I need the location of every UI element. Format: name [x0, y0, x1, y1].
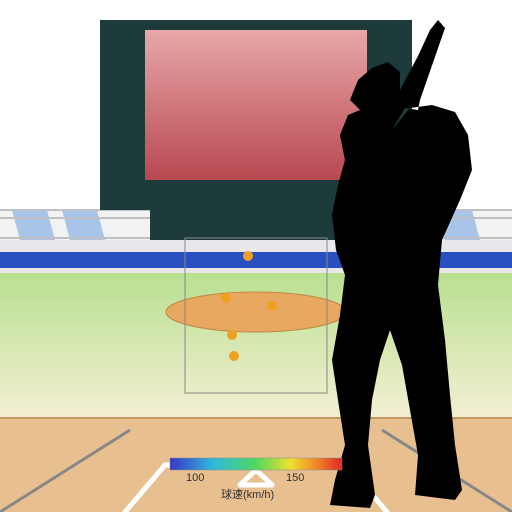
colorbar-tick: 100	[186, 472, 204, 484]
colorbar-tick: 150	[286, 472, 304, 484]
pitch-location-chart: 100 150 球速(km/h)	[0, 0, 512, 512]
colorbar-label: 球速(km/h)	[221, 486, 274, 502]
colorbar-ticks: 100 150	[0, 0, 512, 512]
